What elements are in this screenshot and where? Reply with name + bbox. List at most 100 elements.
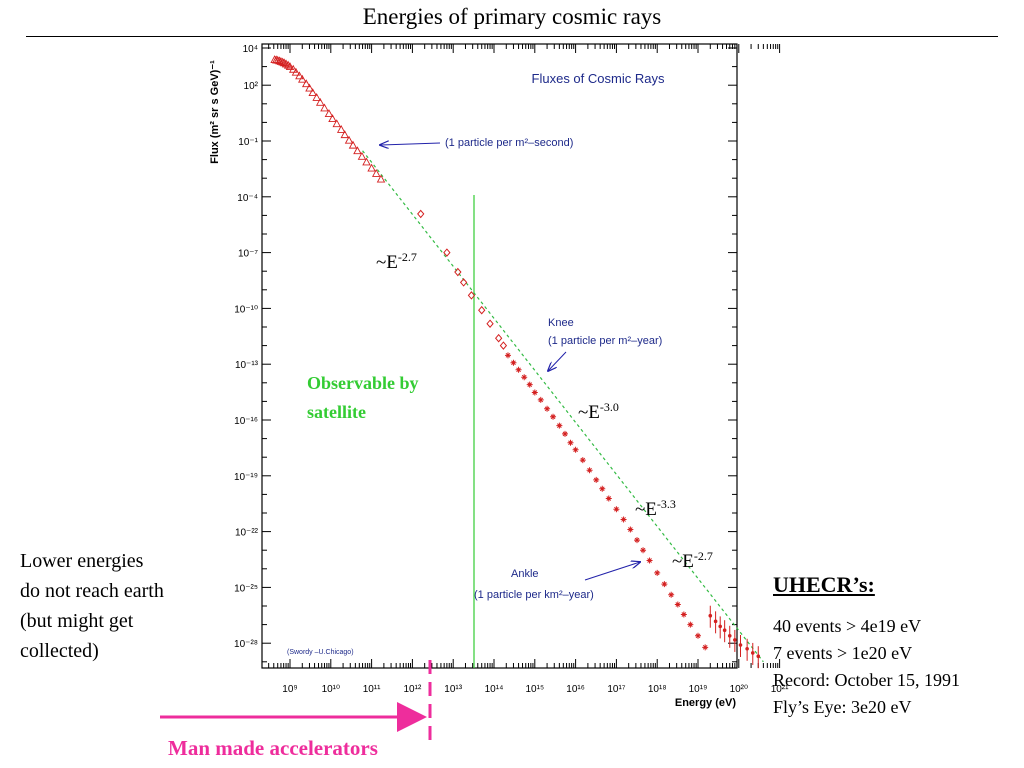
data-point-diamond <box>417 209 425 219</box>
uhecr-item: 40 events > 4e19 eV <box>773 616 922 636</box>
title-divider <box>26 36 998 37</box>
x-tick-label: 10²⁰ <box>730 684 748 695</box>
x-tick-label: 10¹³ <box>444 684 462 695</box>
fit-line-segment <box>362 150 764 663</box>
y-tick-label: 10⁻²⁸ <box>234 639 258 650</box>
data-point-star <box>544 405 551 412</box>
slope-label-3-exponent: -3.3 <box>657 497 676 511</box>
data-point-triangle <box>283 60 293 69</box>
slope-label-4: ~E-2.7 <box>672 549 713 572</box>
data-point-star <box>661 581 668 588</box>
data-point-star <box>668 591 675 598</box>
uhecr-item: 7 events > 1e20 eV <box>773 643 913 663</box>
data-point-diamond <box>499 341 508 350</box>
y-tick-label: 10⁻¹⁰ <box>234 304 258 315</box>
data-point-triangle <box>324 109 334 117</box>
data-point-star <box>640 547 647 554</box>
annotation-per-m2-second: (1 particle per m²–second) <box>445 137 573 149</box>
slide-title: Energies of primary cosmic rays <box>362 4 662 29</box>
data-point-error-point <box>745 646 749 651</box>
data-point-triangle <box>328 114 337 123</box>
data-point-star <box>567 439 574 446</box>
data-point-star <box>620 516 627 523</box>
y-tick-label: 10⁻²⁵ <box>234 583 258 594</box>
slope-label-2-exponent: -3.0 <box>600 400 619 414</box>
y-tick-label: 10⁻²² <box>235 528 259 539</box>
data-point-triangle <box>340 130 350 139</box>
data-point-triangle <box>357 151 367 160</box>
power-law-fit-line <box>362 150 764 663</box>
data-point-star <box>646 557 653 564</box>
y-tick-label: 10² <box>244 81 259 92</box>
data-point-diamond <box>467 291 476 300</box>
data-point-triangle <box>295 71 304 80</box>
data-point-star <box>695 632 701 639</box>
data-point-star <box>556 422 563 429</box>
data-point-error-point <box>718 624 722 629</box>
x-axis-label: Energy (eV) <box>675 697 736 709</box>
satellite-label: Observable by satellite <box>307 373 423 422</box>
y-axis-label: Flux (m² sr s GeV)⁻¹ <box>209 60 221 164</box>
data-point-diamond <box>486 319 494 328</box>
data-point-star <box>510 359 517 366</box>
data-point-diamond <box>494 333 503 343</box>
data-point-star <box>634 537 641 544</box>
data-point-triangle <box>305 83 314 92</box>
data-point-star <box>599 485 606 492</box>
x-tick-label: 10¹⁷ <box>607 684 625 695</box>
data-point-triangle <box>344 135 354 144</box>
data-point-error-point <box>722 628 727 632</box>
x-tick-label: 10¹⁶ <box>566 684 585 695</box>
slope-label-1-base: ~E <box>376 252 398 273</box>
data-point-star <box>521 374 528 381</box>
data-point-star <box>526 381 533 388</box>
slope-label-3-base: ~E <box>635 499 657 520</box>
data-point-triangle <box>348 140 358 149</box>
annotation-arrow-second <box>380 143 441 145</box>
y-tick-label: 10⁻¹ <box>238 137 258 148</box>
y-tick-label: 10⁻⁴ <box>237 193 258 204</box>
y-axis: 10⁴ 10² 10⁻¹ 10⁻⁴ 10⁻⁷ 10⁻¹⁰ 10⁻¹³ 10⁻¹⁶ 10⁻¹⁹ 10… <box>234 44 737 663</box>
data-point-star <box>627 526 634 533</box>
data-point-triangle <box>362 157 371 166</box>
x-tick-label: 10¹¹ <box>363 684 381 695</box>
satellite-label-line-1: Observable by <box>307 373 419 393</box>
note-line-4: collected) <box>20 640 99 662</box>
x-tick-label: 10⁹ <box>282 684 297 695</box>
annotation-knee: Knee <box>548 317 574 329</box>
data-point-triangle <box>308 88 317 97</box>
y-tick-label: 10⁻⁷ <box>238 249 258 260</box>
y-tick-label: 10⁴ <box>243 44 258 55</box>
y-tick-label: 10⁻¹⁹ <box>234 472 258 483</box>
x-tick-label: 10¹⁴ <box>485 684 504 695</box>
x-tick-label: 10¹⁸ <box>648 684 667 695</box>
annotation-ankle: Ankle <box>511 568 539 580</box>
data-point-triangle <box>281 59 291 68</box>
data-point-diamond <box>478 305 486 315</box>
data-point-star <box>605 495 612 502</box>
lower-energies-note: Lower energies do not reach earth (but m… <box>20 546 220 666</box>
data-point-triangle <box>278 57 287 66</box>
satellite-label-line-2: satellite <box>307 402 366 422</box>
uhecr-list: 40 events > 4e19 eV 7 events > 1e20 eV R… <box>773 613 960 721</box>
data-point-triangle <box>315 97 325 106</box>
data-point-error-point <box>727 633 732 638</box>
data-point-triangle <box>291 67 301 76</box>
data-source-credit: (Swordy –U.Chicago) <box>287 649 354 656</box>
data-point-star <box>613 506 620 513</box>
data-point-star <box>572 446 579 453</box>
annotation-arrow-ankle <box>584 562 640 581</box>
slope-label-4-base: ~E <box>672 551 694 572</box>
data-point-star <box>504 352 511 359</box>
chart-title: Fluxes of Cosmic Rays <box>532 71 665 86</box>
data-point-triangle <box>367 163 376 172</box>
y-tick-label: 10⁻¹⁶ <box>234 416 258 427</box>
data-point-triangle <box>320 103 329 112</box>
data-point-star <box>537 396 544 403</box>
data-point-triangle <box>312 92 321 101</box>
data-point-triangle <box>353 146 362 155</box>
data-point-star <box>593 476 600 483</box>
uhecr-item: Record: October 15, 1991 <box>773 670 960 690</box>
data-point-star <box>579 457 586 464</box>
slope-label-1: ~E-2.7 <box>376 250 417 273</box>
